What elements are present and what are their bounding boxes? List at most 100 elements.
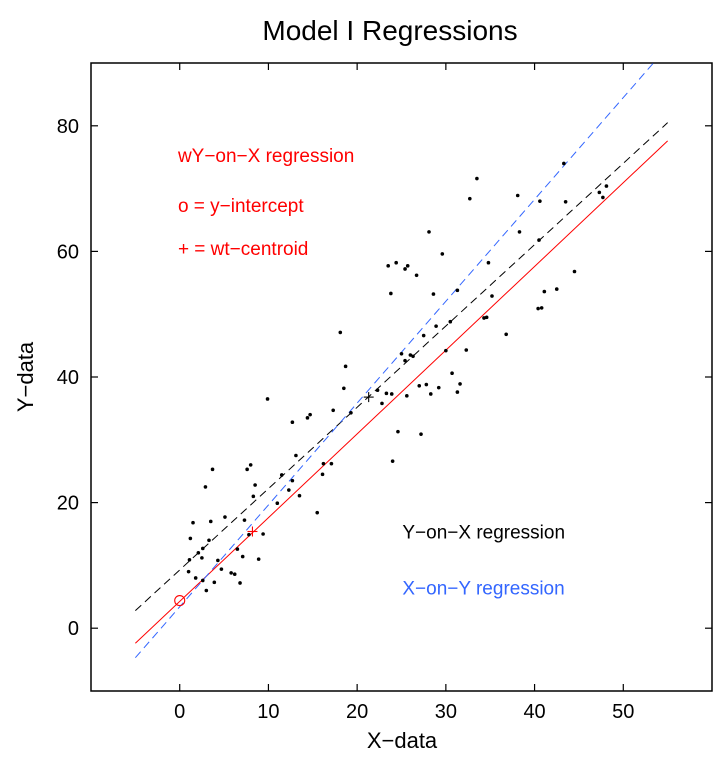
data-point [265,397,270,401]
data-point [210,467,215,472]
data-point [256,557,261,561]
data-points [186,161,609,593]
y-axis-label: Y−data [13,341,38,412]
data-point [403,358,407,363]
x-tick-label: 20 [346,701,368,723]
data-point [245,467,249,472]
data-point [517,230,522,234]
data-point [207,538,211,543]
data-point [396,429,400,434]
data-point [204,588,209,593]
data-point [421,333,426,338]
data-point [320,472,325,477]
data-point [436,385,441,390]
data-point [537,238,541,242]
data-point [279,473,284,477]
data-point [349,410,353,415]
annotation-0: wY−on−X regression [177,146,354,167]
y-tick-label: 0 [68,618,79,640]
data-point [428,392,433,396]
y-tick-label: 40 [57,367,79,389]
data-point [399,351,404,356]
data-point [403,267,407,271]
y-axis: 0 20 40 60 80 [57,116,712,640]
data-point [191,520,195,525]
annotation-1: o = y−intercept [178,196,304,217]
data-point [419,432,423,436]
data-point [275,501,280,506]
data-point [253,483,257,487]
annotation-2: + = wt−centroid [178,239,308,260]
data-point [427,230,431,234]
data-point [251,494,256,499]
data-point [308,412,312,417]
data-point [414,273,419,278]
data-point [290,478,295,483]
wt-centroid-marker [247,526,258,537]
data-point [248,463,253,467]
data-point [375,388,380,392]
data-point [434,324,438,328]
y-tick-label: 20 [57,493,79,515]
data-point [297,493,302,498]
data-point [208,519,213,524]
data-point [235,547,240,551]
data-point [219,567,224,571]
data-point [601,195,605,200]
data-point [315,510,320,515]
annotations: wY−on−X regression o = y−intercept + = wt−… [177,146,565,599]
data-point [321,461,326,466]
data-point [440,252,445,256]
data-point [538,199,542,203]
data-point [196,551,201,555]
data-point [380,401,384,406]
x-tick-label: 10 [257,701,279,723]
data-point [475,176,479,181]
data-point [424,382,429,387]
data-point [431,292,436,296]
x-tick-label: 40 [523,701,545,723]
data-point [411,354,415,359]
data-point [448,319,453,324]
data-point [329,461,334,466]
data-point [186,569,191,574]
data-point [216,558,220,563]
data-point [188,536,193,541]
data-point [389,392,394,396]
data-point [562,161,566,166]
annotation-4: X−on−Y regression [402,578,564,599]
data-point [287,488,291,492]
y-tick-label: 60 [57,241,79,263]
data-point [200,556,204,560]
data-point [203,485,208,489]
data-point [212,580,217,585]
x-axis-label: X−data [367,728,438,753]
data-point [490,294,494,298]
data-point [444,348,448,353]
data-point [229,571,233,575]
data-point [384,391,389,396]
data-point [554,287,559,291]
data-point [464,348,469,352]
y-tick-label: 80 [57,116,79,138]
y-intercept-marker [174,595,186,607]
data-point [193,576,198,580]
data-point [542,289,547,294]
data-point [238,581,242,585]
data-point [200,578,205,583]
data-point [504,332,508,337]
data-point [450,371,454,376]
data-point [484,315,489,320]
annotation-3: Y−on−X regression [402,522,565,543]
data-point [290,420,295,425]
x-axis: 0 10 20 30 40 50 [174,63,634,723]
data-point [223,515,227,519]
data-point [515,193,520,198]
data-point [305,416,310,420]
data-point [604,184,609,188]
data-point [536,306,540,311]
data-point [232,572,237,576]
data-point [486,260,491,265]
data-point [597,190,602,195]
